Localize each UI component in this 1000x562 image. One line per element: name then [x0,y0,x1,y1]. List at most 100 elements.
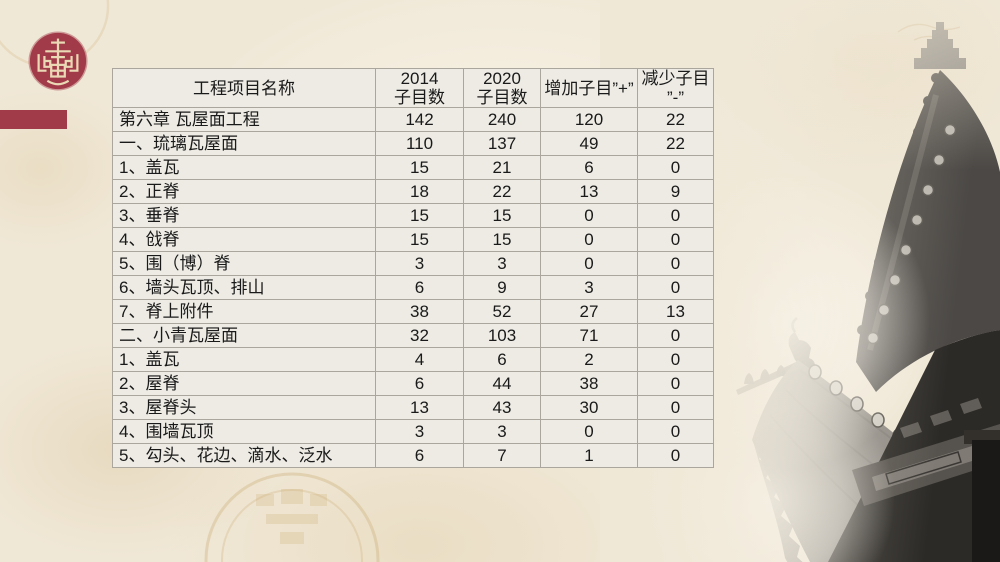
value-cell: 32 [375,323,464,349]
value-cell: 3 [463,251,541,277]
value-cell: 0 [540,227,638,253]
ridge-beast-figurines [744,365,786,384]
value-cell: 6 [375,275,464,301]
value-cell: 38 [540,371,638,397]
row-name-cell: 1、盖瓦 [112,155,376,181]
header-cell: 2020 子目数 [463,67,541,109]
table-row: 5、勾头、花边、滴水、泛水 6 7 1 0 [112,443,714,469]
value-cell: 0 [540,203,638,229]
eave-corner [736,317,815,395]
value-cell: 9 [637,179,714,205]
row-name-cell: 一、琉璃瓦屋面 [112,131,376,157]
subitem-comparison-table: 工程项目名称 2014 子目数 2020 子目数 增加子目”+” 减少子目 ”-” 第六… [112,67,714,469]
value-cell: 15 [463,203,541,229]
seal-pattern [37,38,79,86]
value-cell: 137 [463,131,541,157]
value-cell: 22 [463,179,541,205]
row-name-cell: 二、小青瓦屋面 [112,323,376,349]
value-cell: 0 [637,203,714,229]
table-row: 6、墙头瓦顶、排山 6 9 3 0 [112,275,714,301]
row-name-cell: 5、勾头、花边、滴水、泛水 [112,443,376,469]
value-cell: 15 [375,203,464,229]
value-cell: 0 [637,347,714,373]
value-cell: 3 [375,419,464,445]
ridge-tile-ends [866,123,957,345]
temple-structure [828,330,1000,562]
value-cell: 0 [540,419,638,445]
value-cell: 9 [463,275,541,301]
value-cell: 3 [375,251,464,277]
value-cell: 6 [463,347,541,373]
value-cell: 21 [463,155,541,181]
row-name-cell: 2、正脊 [112,179,376,205]
value-cell: 1 [540,443,638,469]
row-name-cell: 4、围墙瓦顶 [112,419,376,445]
lower-eave [752,360,1000,562]
row-name-cell: 7、脊上附件 [112,299,376,325]
header-cell: 增加子目”+” [540,67,638,109]
table-row: 一、琉璃瓦屋面 110 137 49 22 [112,131,714,157]
value-cell: 30 [540,395,638,421]
value-cell: 240 [463,107,541,133]
value-cell: 15 [375,227,464,253]
table-row: 1、盖瓦 15 21 6 0 [112,155,714,181]
value-cell: 2 [540,347,638,373]
value-cell: 27 [540,299,638,325]
value-cell: 6 [375,371,464,397]
row-name-cell: 3、屋脊头 [112,395,376,421]
value-cell: 18 [375,179,464,205]
value-cell: 0 [637,419,714,445]
row-name-cell: 5、围（博）脊 [112,251,376,277]
value-cell: 7 [463,443,541,469]
row-name-cell: 第六章 瓦屋面工程 [112,107,376,133]
watermark-pattern [256,489,327,544]
value-cell: 22 [637,131,714,157]
table-row: 4、围墙瓦顶 3 3 0 0 [112,419,714,445]
table-row: 3、屋脊头 13 43 30 0 [112,395,714,421]
value-cell: 43 [463,395,541,421]
value-cell: 0 [637,155,714,181]
value-cell: 38 [375,299,464,325]
value-cell: 13 [540,179,638,205]
table-row: 7、脊上附件 38 52 27 13 [112,299,714,325]
value-cell: 0 [637,371,714,397]
red-accent-bar [0,110,67,129]
header-cell: 减少子目 ”-” [637,67,714,109]
table-row: 3、垂脊 15 15 0 0 [112,203,714,229]
row-name-cell: 6、墙头瓦顶、排山 [112,275,376,301]
value-cell: 110 [375,131,464,157]
value-cell: 44 [463,371,541,397]
table-row: 第六章 瓦屋面工程 142 240 120 22 [112,107,714,133]
value-cell: 15 [463,227,541,253]
table-row: 二、小青瓦屋面 32 103 71 0 [112,323,714,349]
value-cell: 6 [540,155,638,181]
cloud-swirl-icon [897,23,961,41]
value-cell: 0 [637,251,714,277]
header-cell: 2014 子目数 [375,67,464,109]
table-row: 5、围（博）脊 3 3 0 0 [112,251,714,277]
value-cell: 4 [375,347,464,373]
row-name-cell: 3、垂脊 [112,203,376,229]
value-cell: 0 [540,251,638,277]
value-cell: 3 [540,275,638,301]
value-cell: 0 [637,395,714,421]
chinese-seal-icon [28,31,88,91]
table-row: 4、戗脊 15 15 0 0 [112,227,714,253]
row-name-cell: 4、戗脊 [112,227,376,253]
value-cell: 0 [637,275,714,301]
value-cell: 52 [463,299,541,325]
table-row: 2、屋脊 6 44 38 0 [112,371,714,397]
value-cell: 71 [540,323,638,349]
eave-tile-ends [808,364,987,502]
value-cell: 49 [540,131,638,157]
value-cell: 22 [637,107,714,133]
row-name-cell: 1、盖瓦 [112,347,376,373]
row-name-cell: 2、屋脊 [112,371,376,397]
value-cell: 120 [540,107,638,133]
value-cell: 6 [375,443,464,469]
table-header: 工程项目名称 2014 子目数 2020 子目数 增加子目”+” 减少子目 ”-” [112,67,714,109]
table-header-row: 工程项目名称 2014 子目数 2020 子目数 增加子目”+” 减少子目 ”-” [112,67,714,109]
value-cell: 103 [463,323,541,349]
table-row: 2、正脊 18 22 13 9 [112,179,714,205]
